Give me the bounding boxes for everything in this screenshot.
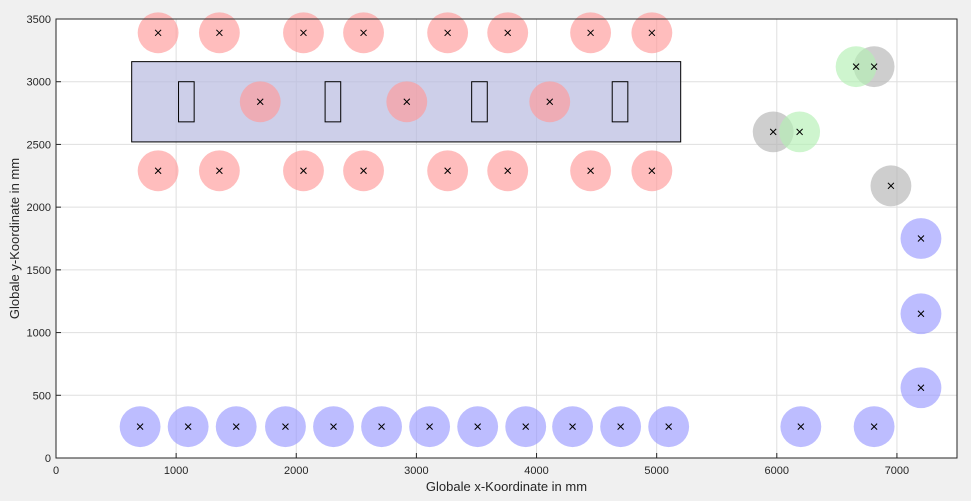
y-tick-label: 2500	[27, 139, 51, 151]
axes-box	[55, 18, 958, 459]
x-tick-label: 6000	[765, 465, 789, 477]
data-point-cross	[300, 167, 307, 175]
x-tick-label: 1000	[164, 465, 188, 477]
data-point-cross	[444, 29, 451, 37]
data-point-cross	[378, 423, 385, 430]
data-point-cross	[522, 423, 530, 430]
y-tick-label: 1500	[27, 265, 51, 277]
data-point-cross	[648, 167, 656, 175]
y-tick-label: 0	[45, 453, 51, 465]
x-axis-label: Globale x-Koordinate in mm	[426, 479, 587, 494]
data-point-cross	[426, 423, 433, 430]
data-point-cross	[330, 423, 337, 430]
data-point-cross	[852, 63, 860, 71]
data-point-cross	[474, 423, 482, 430]
data-point-cross	[587, 29, 594, 37]
data-point-cross	[300, 29, 307, 37]
data-point-cross	[887, 182, 895, 190]
data-point-cross	[665, 423, 673, 430]
data-point-cross	[136, 423, 144, 430]
data-point-cross	[504, 167, 512, 175]
data-point-cross	[796, 128, 803, 136]
y-tick-label: 3500	[27, 14, 51, 26]
crosses-layer	[136, 29, 925, 430]
small-rectangle	[471, 81, 488, 123]
y-tick-label: 500	[33, 390, 51, 402]
data-point-cross	[444, 167, 451, 175]
data-point-cross	[917, 384, 925, 392]
data-point-cross	[870, 423, 878, 430]
data-point-cross	[870, 63, 878, 71]
data-point-cross	[216, 29, 223, 37]
data-point-cross	[569, 423, 576, 430]
small-rectangle	[611, 81, 629, 123]
data-point-cross	[282, 423, 289, 430]
data-point-cross	[648, 29, 656, 37]
data-point-cross	[216, 167, 223, 175]
data-point-cross	[232, 423, 240, 430]
x-tick-label: 7000	[885, 465, 909, 477]
data-point-cross	[769, 128, 777, 136]
data-point-cross	[917, 235, 925, 242]
small-rectangle	[178, 81, 195, 123]
data-point-cross	[360, 29, 367, 37]
small-rectangle	[324, 81, 342, 123]
x-tick-label: 3000	[404, 465, 428, 477]
y-tick-label: 3000	[27, 77, 51, 89]
x-tick-label: 0	[53, 465, 59, 477]
data-point-cross	[917, 310, 925, 318]
data-point-cross	[504, 29, 512, 37]
markers-layer	[119, 12, 942, 448]
data-point-cross	[617, 423, 624, 430]
y-tick-label: 2000	[27, 202, 51, 214]
y-tick-label: 1000	[27, 328, 51, 340]
y-axis-label: Globale y-Koordinate in mm	[7, 158, 22, 319]
data-point-cross	[184, 423, 192, 430]
x-tick-label: 5000	[644, 465, 668, 477]
data-point-cross	[403, 98, 411, 106]
data-point-cross	[797, 423, 805, 430]
data-point-cross	[256, 98, 264, 106]
data-point-cross	[546, 98, 554, 106]
data-point-cross	[587, 167, 594, 175]
data-point-cross	[360, 167, 367, 175]
x-tick-label: 4000	[524, 465, 548, 477]
data-point-cross	[154, 29, 162, 37]
x-tick-label: 2000	[284, 465, 308, 477]
data-point-cross	[154, 167, 162, 175]
ticks-layer: 0 1000 2000 3000 4000 5000 6000 7000 0 500 1000 150…	[27, 14, 910, 477]
